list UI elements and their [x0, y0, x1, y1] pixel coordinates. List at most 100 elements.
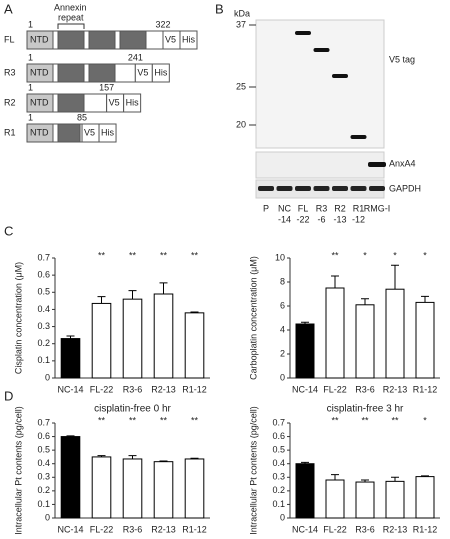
tag-label: V5: [137, 67, 148, 77]
panel-label: D: [4, 388, 13, 403]
x-tick-label: R3-6: [123, 524, 143, 534]
bar: [60, 436, 81, 519]
tag-box: [179, 30, 198, 50]
y-tick-label: 8: [280, 276, 285, 286]
tag-label: His: [126, 97, 139, 107]
bracket: [57, 23, 85, 29]
x-tick-label: R2-13: [151, 524, 176, 534]
y-axis-label: Intracellular Pt contents (pg/cell): [13, 406, 23, 535]
y-tick-label: 0.7: [37, 417, 50, 427]
gapdh-band: [350, 186, 367, 191]
repeat-block: [57, 63, 85, 83]
bar: [295, 463, 315, 519]
lane-label: P: [263, 203, 269, 213]
error-bar: [391, 476, 399, 482]
lane-label: -22: [296, 214, 309, 224]
gapdh-band: [332, 186, 348, 191]
y-tick-label: 2: [280, 348, 285, 358]
bar: [355, 304, 375, 379]
v5-band: [295, 31, 311, 35]
start-number: 1: [28, 112, 33, 122]
lane-label: -14: [278, 214, 291, 224]
error-bar: [421, 295, 429, 303]
error-bar: [331, 275, 339, 288]
start-number: 1: [28, 19, 33, 29]
y-tick-label: 0: [280, 512, 285, 522]
y-tick-label: 0.4: [37, 458, 50, 468]
y-axis-label: Carboplatin concentration (μM): [248, 256, 258, 380]
y-tick-label: 0.3: [37, 321, 50, 331]
y-tick-label: 0: [45, 512, 50, 522]
significance-label: **: [191, 250, 199, 260]
repeat-block: [88, 63, 116, 83]
significance-label: *: [363, 250, 367, 260]
significance-label: *: [423, 415, 427, 425]
repeat-block: [88, 30, 116, 50]
y-tick-label: 0.4: [272, 458, 285, 468]
target-label: GAPDH: [389, 183, 421, 193]
end-number: 322: [155, 19, 170, 29]
y-tick-label: 4: [280, 324, 285, 334]
y-tick-label: 0.1: [37, 355, 50, 365]
y-axis-label: Cisplatin concentration (μM): [13, 262, 23, 374]
annexin-label: repeat: [58, 12, 84, 22]
y-tick-label: 0.1: [272, 499, 285, 509]
lane-label: -13: [333, 214, 346, 224]
error-bar: [97, 296, 106, 304]
target-label: V5 tag: [389, 54, 415, 64]
x-tick-label: R2-13: [151, 384, 176, 394]
bar: [355, 481, 375, 519]
error-bar: [331, 474, 339, 480]
start-number: 1: [28, 52, 33, 62]
lane-label: R3: [316, 203, 328, 213]
x-tick-label: R1-12: [182, 384, 207, 394]
y-tick-label: 0.1: [37, 499, 50, 509]
x-tick-label: R3-6: [355, 524, 375, 534]
significance-label: *: [423, 250, 427, 260]
significance-label: **: [331, 415, 339, 425]
bar: [122, 298, 143, 379]
bar: [415, 476, 435, 519]
x-tick-label: NC-14: [57, 384, 83, 394]
y-tick-label: 0.7: [272, 417, 285, 427]
tag-label: His: [101, 127, 114, 137]
end-number: 85: [77, 112, 87, 122]
x-tick-label: NC-14: [57, 524, 83, 534]
tag-label: V5: [84, 127, 95, 137]
marker-label: 37: [236, 19, 246, 29]
x-tick-label: R3-6: [123, 384, 143, 394]
x-tick-label: FL-22: [90, 524, 114, 534]
ntd-label: NTD: [30, 127, 49, 137]
significance-label: *: [393, 250, 397, 260]
x-tick-label: FL-22: [90, 384, 114, 394]
tag-label: His: [154, 67, 167, 77]
x-tick-label: R3-6: [355, 384, 375, 394]
significance-label: **: [98, 415, 106, 425]
x-tick-label: NC-14: [292, 384, 318, 394]
repeat-block: [119, 30, 147, 50]
error-bar: [361, 298, 369, 305]
marker-label: 25: [236, 81, 246, 91]
chart-title: cisplatin-free 0 hr: [94, 404, 171, 415]
x-tick-label: R1-12: [413, 384, 438, 394]
blot-frame: [255, 151, 385, 179]
error-bar: [97, 455, 106, 457]
error-bar: [159, 282, 168, 294]
x-tick-label: R2-13: [383, 384, 408, 394]
gapdh-band: [276, 186, 293, 191]
x-tick-label: FL-22: [323, 524, 347, 534]
y-tick-label: 0.5: [272, 445, 285, 455]
bar: [122, 458, 143, 519]
anxa4-band: [368, 162, 386, 167]
significance-label: **: [191, 415, 199, 425]
y-tick-label: 6: [280, 300, 285, 310]
y-tick-label: 0.2: [37, 338, 50, 348]
construct-name: R1: [4, 127, 16, 137]
error-bar: [66, 335, 75, 339]
y-tick-label: 0: [45, 372, 50, 382]
blot-frame: [255, 19, 385, 149]
error-bar: [159, 460, 168, 462]
ntd-label: NTD: [30, 34, 49, 44]
end-number: 241: [128, 52, 143, 62]
